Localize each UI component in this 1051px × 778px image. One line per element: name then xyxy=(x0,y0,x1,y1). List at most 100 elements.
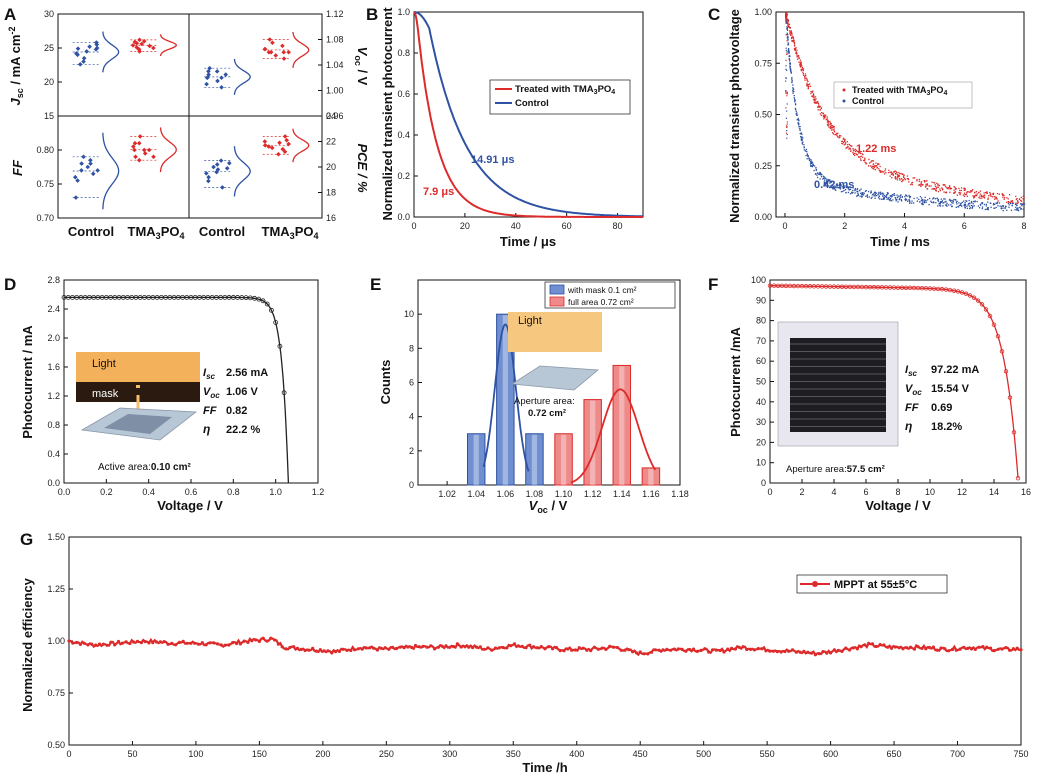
c-point-spike xyxy=(785,92,787,95)
c-point-control xyxy=(993,207,995,209)
c-point-control xyxy=(820,172,822,175)
c-point-treated xyxy=(872,168,875,170)
g-data-point xyxy=(444,644,448,648)
c-point-treated xyxy=(796,52,798,54)
g-data-point xyxy=(981,645,985,649)
c-point-treated xyxy=(963,192,966,194)
g-data-point xyxy=(307,648,311,652)
c-point-control xyxy=(803,144,805,146)
c-point-treated xyxy=(788,23,790,25)
g-data-point xyxy=(973,647,977,652)
y-tick-label: 2.8 xyxy=(47,275,60,285)
svg-text:18.2%: 18.2% xyxy=(931,421,962,433)
c-point-control xyxy=(832,188,834,190)
c-point-treated xyxy=(900,178,903,180)
c-point-treated xyxy=(855,149,857,152)
f-data-point xyxy=(811,284,817,289)
c-point-treated xyxy=(902,179,904,181)
c-point-treated xyxy=(806,82,808,84)
c-point-control xyxy=(959,204,961,206)
g-data-point xyxy=(124,640,128,644)
c-point-control xyxy=(1007,202,1010,204)
g-data-point xyxy=(604,647,608,652)
c-point-control xyxy=(796,114,798,116)
c-point-control xyxy=(930,201,933,203)
c-point-treated xyxy=(787,25,790,28)
c-point-treated xyxy=(937,186,940,188)
x-tick-label: 40 xyxy=(511,221,521,231)
c-point-control xyxy=(856,191,858,193)
g-data-point xyxy=(573,648,578,652)
c-point-treated xyxy=(919,183,921,186)
c-point-treated xyxy=(1009,201,1012,203)
x-tick-label: 1.04 xyxy=(467,489,485,499)
c-point-treated xyxy=(926,183,928,185)
x-tick-label: 150 xyxy=(252,749,267,759)
a-dist-curve-control xyxy=(102,132,120,210)
y-tick-label: 70 xyxy=(756,336,766,346)
c-point-treated xyxy=(959,194,961,196)
c-point-control xyxy=(862,194,865,196)
a-point-treated xyxy=(136,47,142,52)
c-point-treated xyxy=(992,193,994,195)
c-point-treated xyxy=(796,54,798,56)
f-data-point xyxy=(847,284,853,290)
c-point-control xyxy=(972,203,974,205)
c-point-control xyxy=(875,194,878,197)
c-point-treated xyxy=(852,148,854,150)
x-tick-label: 300 xyxy=(442,749,457,759)
c-point-control xyxy=(1020,208,1022,210)
c-point-treated xyxy=(793,41,796,44)
c-point-control xyxy=(823,183,825,185)
c-point-control xyxy=(909,196,912,198)
c-point-control xyxy=(946,205,948,207)
a-y-tick-label: 16 xyxy=(326,213,336,223)
c-point-control xyxy=(1017,207,1019,209)
c-point-treated xyxy=(928,185,930,187)
f-inset: Aperture area:57.5 cm² xyxy=(777,321,899,475)
g-data-point xyxy=(733,647,738,651)
g-data-point xyxy=(86,643,90,647)
c-point-treated xyxy=(947,188,949,190)
g-data-point xyxy=(966,646,970,651)
c-point-control xyxy=(939,205,942,207)
c-point-treated xyxy=(981,195,983,198)
g-data-point xyxy=(147,641,151,645)
c-point-treated xyxy=(845,147,847,149)
a-dist-curve-treated xyxy=(159,127,177,173)
d-data-point xyxy=(273,320,279,325)
g-data-point xyxy=(269,636,273,640)
g-data-point xyxy=(128,641,132,646)
f-data-point xyxy=(791,283,797,289)
c-point-treated xyxy=(876,167,878,169)
c-point-treated xyxy=(933,182,935,184)
a-point-treated xyxy=(146,147,152,153)
c-point-treated xyxy=(859,156,861,158)
f-data-point xyxy=(883,285,889,290)
c-point-control xyxy=(979,204,982,206)
c-point-control xyxy=(881,192,884,194)
a-dist-curve-treated xyxy=(292,128,310,163)
c-point-spike xyxy=(786,52,788,54)
c-point-control xyxy=(792,92,794,94)
c-point-treated xyxy=(826,118,828,120)
g-data-point xyxy=(273,638,277,642)
c-point-treated xyxy=(996,192,999,195)
a-point-control xyxy=(94,45,100,51)
x-tick-label: 1.08 xyxy=(526,489,544,499)
c-point-treated xyxy=(830,123,832,125)
c-point-control xyxy=(989,202,991,204)
f-data-point xyxy=(1011,430,1017,435)
c-point-treated xyxy=(853,149,855,151)
x-tick-label: 1.12 xyxy=(584,489,602,499)
c-point-control xyxy=(805,154,807,157)
c-point-treated xyxy=(897,176,899,178)
c-point-treated xyxy=(822,112,824,115)
c-point-treated xyxy=(986,191,988,193)
c-point-treated xyxy=(851,145,853,147)
c-point-control xyxy=(833,181,835,184)
c-point-control xyxy=(971,207,973,209)
c-point-spike xyxy=(786,69,788,71)
g-data-point xyxy=(905,646,909,650)
